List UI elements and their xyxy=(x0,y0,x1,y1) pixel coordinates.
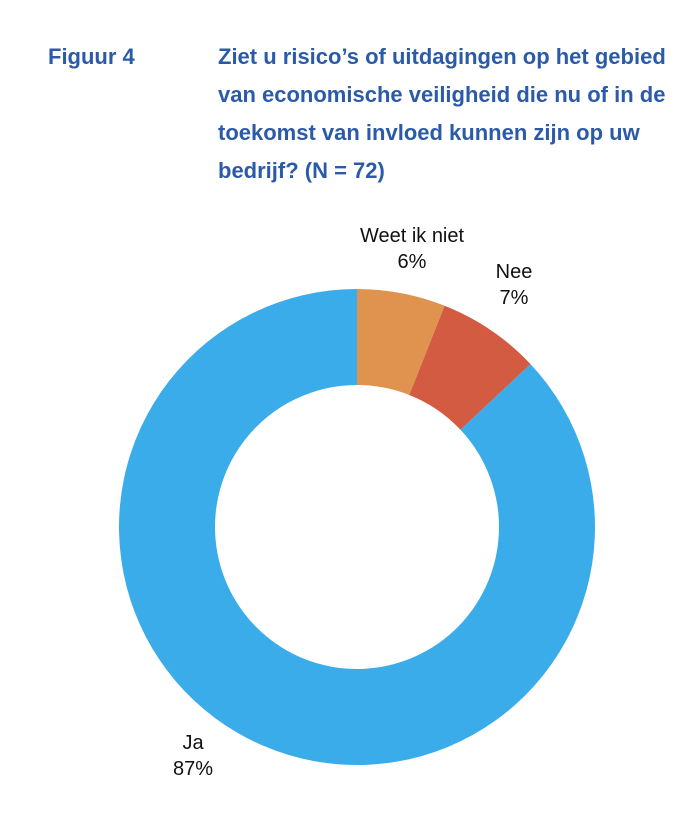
chart-title: Ziet u risico’s of uitdagingen op het ge… xyxy=(218,44,666,183)
slice-ja xyxy=(118,289,595,765)
figure-number: Figuur 4 xyxy=(48,44,135,69)
slice-nee xyxy=(409,305,531,430)
slice-label-weet-ik-niet: Weet ik niet 6% xyxy=(360,225,465,273)
slice-labels: Weet ik niet 6% Nee 7% Ja 87% xyxy=(173,225,532,780)
slice-label-ja: Ja 87% xyxy=(173,732,213,780)
slice-label-nee: Nee 7% xyxy=(496,261,533,309)
donut-slices xyxy=(118,289,595,765)
slice-weet-ik-niet xyxy=(357,289,445,395)
